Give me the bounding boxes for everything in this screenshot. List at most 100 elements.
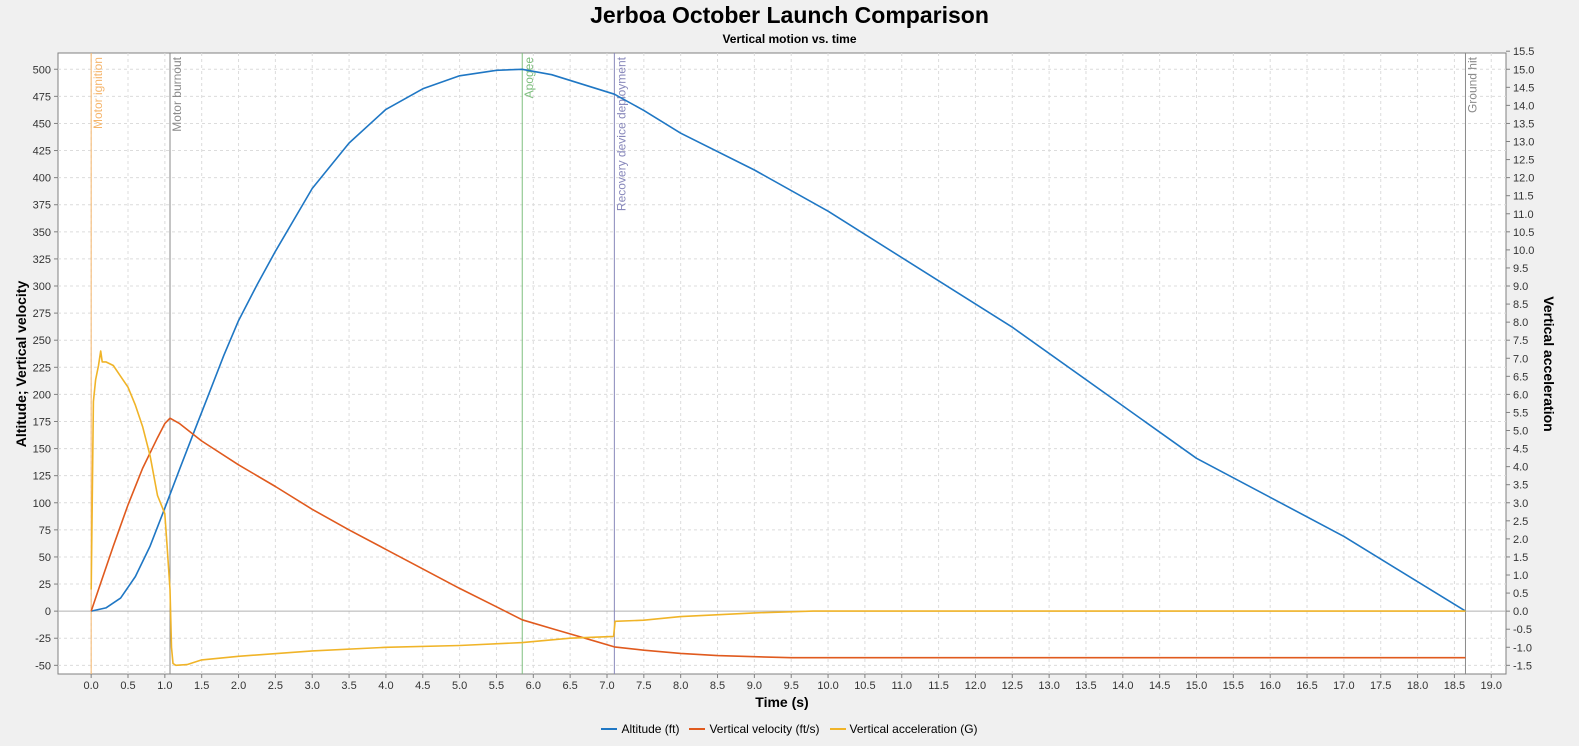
x-tick-label: 5.5 <box>489 680 504 692</box>
y-tick-label: 225 <box>33 362 51 374</box>
y2-tick-label: 2.5 <box>1513 516 1528 528</box>
x-tick-label: 0.0 <box>84 680 99 692</box>
y2-tick-label: 15.0 <box>1513 64 1534 76</box>
y2-tick-label: 9.0 <box>1513 281 1528 293</box>
x-tick-label: 1.5 <box>194 680 209 692</box>
y2-tick-label: 6.5 <box>1513 371 1528 383</box>
y2-tick-label: 13.5 <box>1513 118 1534 130</box>
x-tick-label: 3.0 <box>305 680 320 692</box>
y-tick-label: 50 <box>39 552 51 564</box>
x-tick-label: 11.0 <box>891 680 912 692</box>
event-label: Motor ignition <box>91 57 105 129</box>
y-axis-label: Altitude; Vertical velocity <box>13 281 29 448</box>
x-tick-label: 15.5 <box>1223 680 1244 692</box>
x-tick-label: 13.5 <box>1075 680 1096 692</box>
chart-title: Jerboa October Launch Comparison <box>590 2 989 28</box>
legend-label-acceleration: Vertical acceleration (G) <box>849 722 978 736</box>
y2-tick-label: -0.5 <box>1513 624 1532 636</box>
y2-tick-label: 1.0 <box>1513 570 1528 582</box>
x-tick-label: 18.5 <box>1444 680 1465 692</box>
x-tick-label: 12.0 <box>965 680 986 692</box>
x-tick-label: 3.5 <box>341 680 356 692</box>
x-tick-label: 10.5 <box>854 680 875 692</box>
y-tick-label: 100 <box>33 498 51 510</box>
x-tick-label: 14.0 <box>1112 680 1133 692</box>
y2-tick-label: 15.5 <box>1513 46 1534 58</box>
x-tick-label: 11.5 <box>928 680 949 692</box>
y-tick-label: 25 <box>39 579 51 591</box>
y-tick-label: -25 <box>35 633 51 645</box>
legend-label-altitude: Altitude (ft) <box>621 722 680 736</box>
y-tick-label: 200 <box>33 389 51 401</box>
x-tick-label: 8.5 <box>710 680 725 692</box>
y2-tick-label: 0.0 <box>1513 606 1528 618</box>
y-tick-label: 450 <box>33 118 51 130</box>
y-tick-label: 250 <box>33 335 51 347</box>
event-label: Motor burnout <box>170 56 184 131</box>
x-tick-label: 7.5 <box>636 680 651 692</box>
y2-tick-label: 9.5 <box>1513 263 1528 275</box>
y2-tick-label: 4.0 <box>1513 462 1528 474</box>
event-label: Recovery device deployment <box>614 56 628 211</box>
y-tick-label: 0 <box>45 606 51 618</box>
x-tick-label: 16.0 <box>1259 680 1280 692</box>
y2-tick-label: 12.5 <box>1513 155 1534 167</box>
y2-tick-label: -1.0 <box>1513 642 1532 654</box>
y2-axis-label: Vertical acceleration <box>1541 296 1557 431</box>
y2-tick-label: -1.5 <box>1513 660 1532 672</box>
x-tick-label: 6.5 <box>562 680 577 692</box>
y2-tick-label: 7.0 <box>1513 353 1528 365</box>
x-tick-label: 5.0 <box>452 680 467 692</box>
y2-tick-label: 14.5 <box>1513 82 1534 94</box>
x-tick-label: 10.0 <box>817 680 838 692</box>
x-tick-label: 16.5 <box>1296 680 1317 692</box>
event-label: Ground hit <box>1465 56 1479 113</box>
y-tick-label: -50 <box>35 660 51 672</box>
x-tick-label: 0.5 <box>120 680 135 692</box>
y2-tick-label: 1.5 <box>1513 552 1528 564</box>
y2-tick-label: 11.5 <box>1513 191 1534 203</box>
y2-tick-label: 10.5 <box>1513 227 1534 239</box>
y2-tick-label: 5.0 <box>1513 426 1528 438</box>
y2-tick-label: 10.0 <box>1513 245 1534 257</box>
y-tick-label: 425 <box>33 146 51 158</box>
x-tick-label: 9.0 <box>747 680 762 692</box>
x-tick-label: 4.5 <box>415 680 430 692</box>
series-layer <box>90 68 1466 667</box>
x-tick-label: 6.0 <box>526 680 541 692</box>
x-tick-label: 18.0 <box>1407 680 1428 692</box>
x-axis-label: Time (s) <box>755 694 808 710</box>
x-tick-label: 17.0 <box>1333 680 1354 692</box>
legend-swatch-altitude <box>601 728 618 730</box>
event-markers: Motor ignition Motor burnout Apogee Recover… <box>90 53 1479 674</box>
legend-item-altitude: Altitude (ft) <box>601 722 679 736</box>
legend-swatch-velocity <box>689 728 706 730</box>
x-tick-label: 14.5 <box>1149 680 1170 692</box>
y-tick-label: 500 <box>33 64 51 76</box>
x-tick-label: 19.0 <box>1481 680 1502 692</box>
series-line <box>90 350 1466 667</box>
y-tick-label: 400 <box>33 173 51 185</box>
x-tick-label: 13.0 <box>1038 680 1059 692</box>
y2-tick-label: 13.0 <box>1513 137 1534 149</box>
y2-tick-label: 5.5 <box>1513 407 1528 419</box>
series-line <box>90 417 1466 659</box>
y2-tick-label: 8.0 <box>1513 317 1528 329</box>
x-tick-label: 2.5 <box>268 680 283 692</box>
y-tick-label: 175 <box>33 416 51 428</box>
legend-item-velocity: Vertical velocity (ft/s) <box>689 722 820 736</box>
y2-tick-label: 0.5 <box>1513 588 1528 600</box>
x-tick-label: 8.0 <box>673 680 688 692</box>
y-tick-label: 475 <box>33 91 51 103</box>
x-tick-label: 15.0 <box>1186 680 1207 692</box>
y-tick-label: 325 <box>33 254 51 266</box>
legend-label-velocity: Vertical velocity (ft/s) <box>709 722 820 736</box>
x-tick-label: 17.5 <box>1370 680 1391 692</box>
x-tick-label: 9.5 <box>784 680 799 692</box>
legend-item-acceleration: Vertical acceleration (G) <box>829 722 978 736</box>
y2-tick-label: 2.0 <box>1513 534 1528 546</box>
chart-subtitle: Vertical motion vs. time <box>722 32 857 46</box>
y2-tick-label: 3.5 <box>1513 480 1528 492</box>
axis-layer: 0.0 0.5 1.0 1.5 2.0 2.5 3.0 3.5 4.0 4.5 5.0 5.5 6.0 6… <box>33 46 1535 692</box>
